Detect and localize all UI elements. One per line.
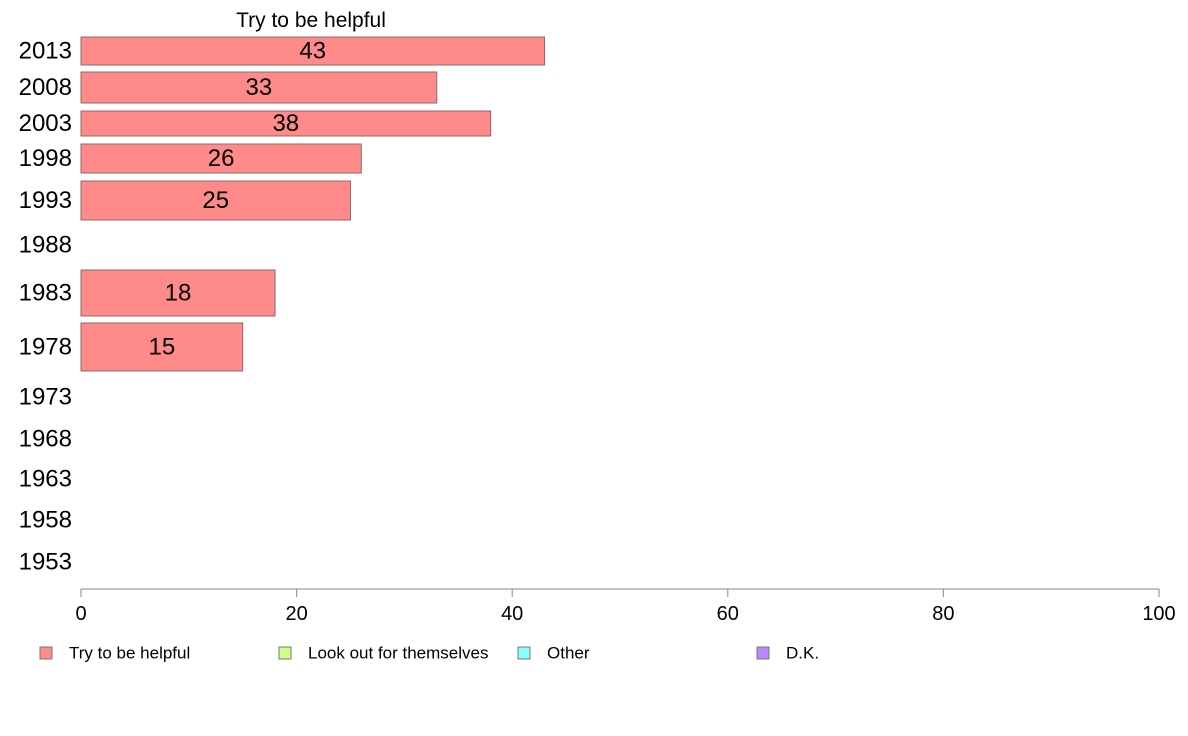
y-tick-label-10: 1963 xyxy=(19,466,72,493)
legend-label-00: Try to be helpful xyxy=(69,644,190,663)
y-axis-labels: 2013 2008 2003 1998 1993 1988 1983 1978 1973 1968… xyxy=(19,38,72,576)
legend-label-02: Other xyxy=(547,644,590,663)
y-tick-label-09: 1968 xyxy=(19,426,72,453)
legend-label-03: D.K. xyxy=(786,644,819,663)
legend: Try to be helpful Look out for themselves… xyxy=(39,644,819,663)
x-tick-label-03: 60 xyxy=(717,603,739,625)
y-tick-label-03: 1998 xyxy=(19,145,72,172)
x-tick-label-01: 20 xyxy=(285,603,307,625)
bars-group: 43 33 38 26 25 18 15 xyxy=(80,36,546,372)
y-tick-label-00: 2013 xyxy=(19,38,72,65)
legend-swatch-03 xyxy=(756,646,770,660)
y-tick-label-11: 1958 xyxy=(19,507,72,534)
data-label-01: 33 xyxy=(246,74,273,101)
bar-02 xyxy=(80,110,492,137)
data-label-00: 43 xyxy=(299,38,326,65)
y-tick-label-04: 1993 xyxy=(19,187,72,214)
x-tick-label-00: 0 xyxy=(75,603,86,625)
y-tick-label-06: 1983 xyxy=(19,280,72,307)
y-tick-label-12: 1953 xyxy=(19,549,72,576)
legend-swatch-02 xyxy=(517,646,531,660)
legend-swatch-01 xyxy=(278,646,292,660)
data-label-06: 18 xyxy=(165,280,192,307)
data-label-07: 15 xyxy=(148,334,175,361)
x-tick-label-05: 100 xyxy=(1142,603,1175,625)
x-tick-label-02: 40 xyxy=(501,603,523,625)
bar-01 xyxy=(80,71,438,104)
bar-00 xyxy=(80,36,546,66)
data-label-04: 25 xyxy=(202,187,229,214)
bar-04 xyxy=(80,180,351,221)
y-tick-label-07: 1978 xyxy=(19,334,72,361)
y-tick-label-08: 1973 xyxy=(19,384,72,411)
data-label-03: 26 xyxy=(208,145,235,172)
bar-06 xyxy=(80,269,276,317)
panel-title: Try to be helpful xyxy=(236,9,386,32)
x-axis: 0 20 40 60 80 100 xyxy=(75,588,1176,625)
bar-07 xyxy=(80,322,244,372)
y-tick-label-05: 1988 xyxy=(19,232,72,259)
legend-swatch-00 xyxy=(39,646,53,660)
bar-03 xyxy=(80,143,362,174)
x-tick-label-04: 80 xyxy=(932,603,954,625)
data-label-02: 38 xyxy=(272,110,299,137)
legend-label-01: Look out for themselves xyxy=(308,644,488,663)
y-tick-label-02: 2003 xyxy=(19,110,72,137)
y-tick-label-01: 2008 xyxy=(19,74,72,101)
